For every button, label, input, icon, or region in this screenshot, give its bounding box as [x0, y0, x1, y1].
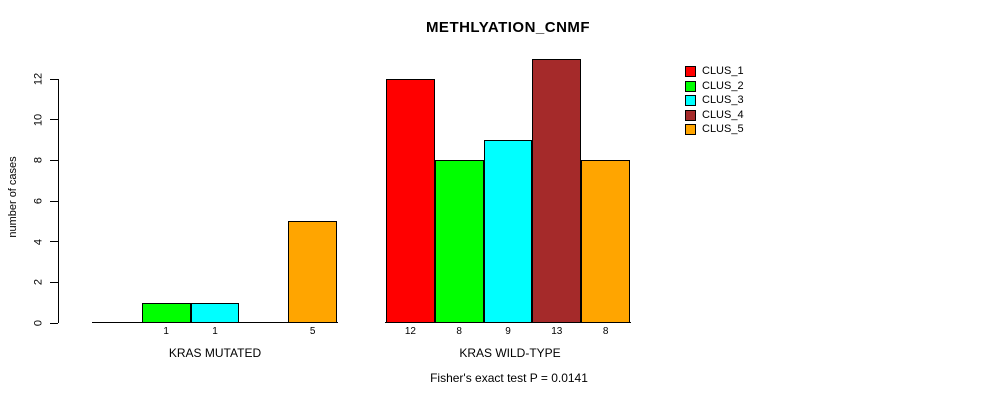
bar-value-label: 12 [404, 326, 416, 337]
bar-value-label: 8 [456, 326, 462, 337]
bar-clus_3-group1 [190, 302, 240, 323]
y-axis-tick [50, 200, 58, 202]
bar-clus_2-group1 [141, 302, 191, 323]
y-tick-label: 0 [32, 319, 45, 327]
legend-label-clus_4: CLUS_4 [702, 108, 744, 121]
legend-label-clus_3: CLUS_3 [702, 94, 744, 106]
bar-value-label: 5 [309, 326, 316, 337]
x-baseline-group1 [92, 322, 338, 323]
legend-row-clus_1: CLUS_1 [685, 66, 744, 77]
legend-row-clus_3: CLUS_3 [685, 95, 744, 106]
y-axis-tick [50, 241, 58, 243]
y-tick-label: 4 [32, 238, 45, 245]
bar-value-label: 1 [163, 326, 169, 337]
x-baseline-group2 [385, 322, 631, 323]
y-tick-label: 8 [32, 157, 45, 164]
legend-swatch-clus_2 [685, 80, 696, 92]
bar-value-label: 13 [551, 326, 563, 337]
y-axis-tick [50, 281, 58, 283]
bar-clus_3-group2 [483, 140, 533, 323]
legend-label-clus_5: CLUS_5 [702, 123, 744, 135]
x-category-label-kras-mutated: KRAS MUTATED [168, 346, 262, 360]
y-axis-tick [50, 159, 58, 161]
legend-swatch-clus_5 [685, 124, 696, 135]
bar-value-label: 8 [602, 326, 609, 337]
legend-row-clus_5: CLUS_5 [685, 124, 744, 135]
y-axis-tick [50, 78, 58, 80]
legend-swatch-clus_4 [685, 109, 696, 121]
y-axis-tick [50, 322, 58, 324]
chart-title: METHLYATION_CNMF [425, 19, 591, 36]
bar-value-label: 1 [212, 326, 218, 337]
bar-clus_1-group2 [386, 79, 435, 323]
bar-value-label: 9 [505, 326, 511, 337]
legend-label-clus_2: CLUS_2 [702, 79, 744, 92]
bar-clus_5-group1 [288, 221, 337, 323]
y-tick-label: 2 [32, 279, 45, 286]
y-tick-label: 6 [32, 197, 45, 205]
legend-row-clus_4: CLUS_4 [685, 108, 744, 121]
y-tick-label: 10 [32, 113, 45, 126]
y-tick-label: 12 [32, 72, 45, 86]
legend: CLUS_1 CLUS_2 CLUS_3 CLUS_4 CLUS_5 [685, 66, 744, 135]
x-category-label-kras-wild-type: KRAS WILD-TYPE [459, 346, 561, 360]
y-axis-tick [50, 119, 58, 121]
legend-swatch-clus_1 [685, 66, 696, 77]
fisher-test-footnote: Fisher's exact test P = 0.0141 [430, 371, 588, 385]
bar-clus_5-group2 [581, 160, 630, 323]
y-axis-line [58, 79, 59, 323]
legend-swatch-clus_3 [685, 95, 696, 106]
legend-row-clus_2: CLUS_2 [685, 79, 744, 92]
bar-clus_2-group2 [434, 160, 484, 323]
legend-label-clus_1: CLUS_1 [702, 65, 744, 77]
bar-clus_4-group2 [532, 58, 582, 323]
